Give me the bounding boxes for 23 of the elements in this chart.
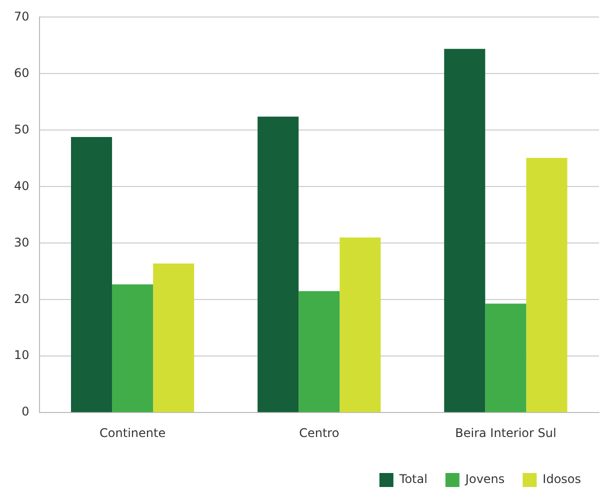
x-tick-label: Centro [299, 426, 340, 440]
bar [444, 48, 486, 412]
y-tick-label: 10 [14, 348, 30, 362]
bar [70, 136, 112, 412]
bar [340, 237, 381, 412]
bar [258, 116, 299, 412]
y-tick-label: 50 [14, 122, 30, 136]
bar [298, 291, 340, 412]
y-tick-label: 0 [22, 404, 30, 419]
x-tick-label: Beira Interior Sul [455, 426, 556, 440]
y-tick-label: 40 [14, 178, 30, 193]
legend-label: Total [398, 472, 428, 486]
y-tick-label: 70 [14, 9, 30, 24]
bar [526, 158, 568, 412]
bar [112, 284, 154, 412]
legend-label: Jovens [464, 472, 505, 486]
y-tick-label: 20 [14, 292, 30, 306]
y-tick-label: 30 [14, 235, 30, 250]
bar [153, 263, 194, 412]
y-tick-label: 60 [14, 66, 30, 80]
bar [485, 304, 526, 412]
x-tick-label: Continente [100, 426, 166, 440]
legend-label: Idosos [542, 472, 581, 486]
